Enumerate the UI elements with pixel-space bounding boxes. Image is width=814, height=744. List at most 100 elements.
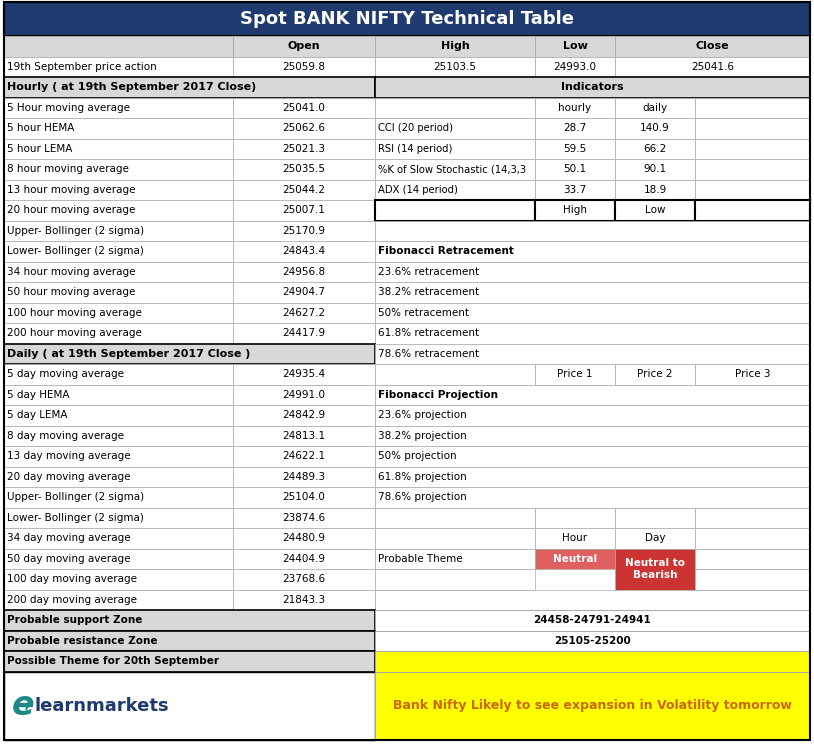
Text: 34 hour moving average: 34 hour moving average bbox=[7, 267, 135, 277]
Bar bbox=[695, 138, 810, 159]
Text: 24813.1: 24813.1 bbox=[282, 431, 326, 440]
Bar bbox=[233, 57, 375, 77]
Bar bbox=[4, 138, 233, 159]
Bar bbox=[375, 241, 810, 261]
Bar bbox=[375, 261, 810, 282]
Bar bbox=[695, 528, 810, 548]
Text: CCI (20 period): CCI (20 period) bbox=[378, 124, 453, 133]
Bar bbox=[615, 548, 695, 589]
Text: 25104.0: 25104.0 bbox=[282, 493, 326, 502]
Text: 25041.0: 25041.0 bbox=[282, 103, 326, 113]
Text: 5 day LEMA: 5 day LEMA bbox=[7, 410, 68, 420]
Bar bbox=[375, 323, 810, 344]
Text: 25105-25200: 25105-25200 bbox=[554, 636, 631, 646]
Text: 25044.2: 25044.2 bbox=[282, 185, 326, 195]
Bar bbox=[535, 118, 615, 138]
Bar bbox=[4, 118, 233, 138]
Text: 18.9: 18.9 bbox=[643, 185, 667, 195]
Bar bbox=[4, 200, 233, 220]
Text: learnmarkets: learnmarkets bbox=[34, 696, 168, 715]
Text: Low: Low bbox=[562, 41, 588, 51]
Text: Upper- Bollinger (2 sigma): Upper- Bollinger (2 sigma) bbox=[7, 225, 144, 236]
Bar bbox=[4, 426, 233, 446]
Bar bbox=[233, 405, 375, 426]
Text: 59.5: 59.5 bbox=[563, 144, 587, 154]
Bar bbox=[535, 159, 615, 179]
Bar bbox=[375, 528, 535, 548]
Text: 5 day HEMA: 5 day HEMA bbox=[7, 390, 69, 400]
Text: Lower- Bollinger (2 sigma): Lower- Bollinger (2 sigma) bbox=[7, 513, 144, 523]
Bar bbox=[535, 36, 615, 57]
Bar bbox=[695, 118, 810, 138]
Bar bbox=[4, 57, 233, 77]
Text: Price 1: Price 1 bbox=[558, 369, 593, 379]
Bar bbox=[4, 97, 233, 118]
Text: 23.6% retracement: 23.6% retracement bbox=[378, 267, 479, 277]
Text: daily: daily bbox=[642, 103, 667, 113]
Text: 25062.6: 25062.6 bbox=[282, 124, 326, 133]
Bar bbox=[375, 589, 810, 610]
Bar bbox=[375, 282, 810, 303]
Text: 24480.9: 24480.9 bbox=[282, 533, 326, 543]
Bar bbox=[4, 487, 233, 507]
Text: 24458-24791-24941: 24458-24791-24941 bbox=[534, 615, 651, 625]
Bar bbox=[375, 36, 535, 57]
Bar bbox=[4, 261, 233, 282]
Bar bbox=[4, 36, 233, 57]
Text: 100 hour moving average: 100 hour moving average bbox=[7, 308, 142, 318]
Bar bbox=[375, 426, 810, 446]
Text: 24904.7: 24904.7 bbox=[282, 287, 326, 298]
Bar bbox=[375, 569, 535, 589]
Bar bbox=[233, 303, 375, 323]
Text: Bank Nifty Likely to see expansion in Volatility tomorrow: Bank Nifty Likely to see expansion in Vo… bbox=[393, 699, 792, 712]
Text: 24489.3: 24489.3 bbox=[282, 472, 326, 482]
Text: 24842.9: 24842.9 bbox=[282, 410, 326, 420]
Text: 20 day moving average: 20 day moving average bbox=[7, 472, 130, 482]
Text: 33.7: 33.7 bbox=[563, 185, 587, 195]
Bar bbox=[695, 507, 810, 528]
Text: 61.8% projection: 61.8% projection bbox=[378, 472, 466, 482]
Bar bbox=[375, 97, 535, 118]
Bar bbox=[4, 241, 233, 261]
Bar bbox=[615, 159, 695, 179]
Bar bbox=[233, 385, 375, 405]
Bar bbox=[615, 57, 810, 77]
Bar bbox=[375, 405, 810, 426]
Bar bbox=[4, 2, 810, 36]
Bar bbox=[535, 179, 615, 200]
Bar bbox=[615, 179, 695, 200]
Bar bbox=[535, 548, 615, 569]
Bar bbox=[375, 610, 810, 630]
Text: Lower- Bollinger (2 sigma): Lower- Bollinger (2 sigma) bbox=[7, 246, 144, 256]
Bar bbox=[233, 528, 375, 548]
Text: 5 day moving average: 5 day moving average bbox=[7, 369, 124, 379]
Bar bbox=[4, 179, 233, 200]
Text: Probable resistance Zone: Probable resistance Zone bbox=[7, 636, 157, 646]
Bar bbox=[233, 364, 375, 385]
Text: 38.2% projection: 38.2% projection bbox=[378, 431, 466, 440]
Text: 38.2% retracement: 38.2% retracement bbox=[378, 287, 479, 298]
Bar bbox=[615, 97, 695, 118]
Text: High: High bbox=[563, 205, 587, 215]
Text: Low: Low bbox=[645, 205, 665, 215]
Text: 200 hour moving average: 200 hour moving average bbox=[7, 328, 142, 339]
Bar bbox=[233, 589, 375, 610]
Bar bbox=[375, 466, 810, 487]
Text: Close: Close bbox=[696, 41, 729, 51]
Bar bbox=[233, 282, 375, 303]
Text: 20 hour moving average: 20 hour moving average bbox=[7, 205, 135, 215]
Text: 50 hour moving average: 50 hour moving average bbox=[7, 287, 135, 298]
Bar bbox=[695, 569, 810, 589]
Text: Price 3: Price 3 bbox=[735, 369, 770, 379]
Text: 5 hour LEMA: 5 hour LEMA bbox=[7, 144, 72, 154]
Text: Hourly ( at 19th September 2017 Close): Hourly ( at 19th September 2017 Close) bbox=[7, 83, 256, 92]
Bar bbox=[535, 528, 615, 548]
Text: 24935.4: 24935.4 bbox=[282, 369, 326, 379]
Text: 24627.2: 24627.2 bbox=[282, 308, 326, 318]
Bar bbox=[4, 651, 375, 672]
Text: %K of Slow Stochastic (14,3,3: %K of Slow Stochastic (14,3,3 bbox=[378, 164, 526, 174]
Text: 78.6% retracement: 78.6% retracement bbox=[378, 349, 479, 359]
Text: 90.1: 90.1 bbox=[643, 164, 667, 174]
Bar bbox=[375, 385, 810, 405]
Text: 5 hour HEMA: 5 hour HEMA bbox=[7, 124, 74, 133]
